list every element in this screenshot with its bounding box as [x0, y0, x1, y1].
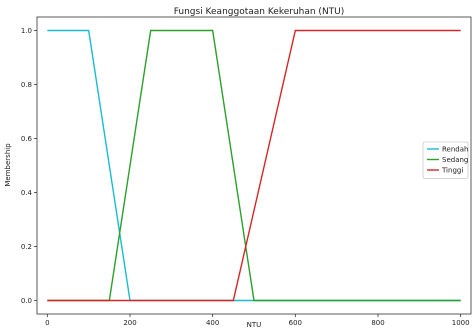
x-tick-label: 1000	[452, 319, 470, 327]
x-tick-label: 0	[45, 319, 49, 327]
y-axis-label: Membership	[4, 143, 12, 187]
x-axis-ticks: 0 200 400 600 800 1000	[45, 314, 470, 327]
y-axis-ticks: 0.0 0.2 0.4 0.6 0.8 1.0	[21, 27, 37, 305]
legend-label-tinggi: Tinggi	[441, 167, 463, 175]
y-tick-label: 0.0	[21, 297, 32, 305]
series-line-rendah	[47, 29, 461, 302]
plot-area	[36, 16, 472, 315]
legend: Rendah Sedang Tinggi	[422, 141, 468, 179]
series-lines	[47, 29, 461, 302]
y-tick-label: 1.0	[21, 27, 32, 35]
y-tick-label: 0.8	[21, 81, 32, 89]
y-tick-label: 0.4	[21, 189, 33, 197]
series-line-tinggi	[47, 29, 461, 302]
x-axis-label: NTU	[247, 321, 262, 329]
y-tick-label: 0.2	[21, 243, 32, 251]
x-tick-label: 400	[206, 319, 219, 327]
x-tick-label: 800	[371, 319, 384, 327]
y-tick-label: 0.6	[21, 135, 33, 143]
legend-label-rendah: Rendah	[442, 146, 468, 154]
x-tick-label: 600	[289, 319, 302, 327]
chart-title: Fungsi Keanggotaan Kekeruhan (NTU)	[174, 7, 345, 17]
legend-label-sedang: Sedang	[442, 156, 468, 164]
x-tick-label: 200	[123, 319, 136, 327]
